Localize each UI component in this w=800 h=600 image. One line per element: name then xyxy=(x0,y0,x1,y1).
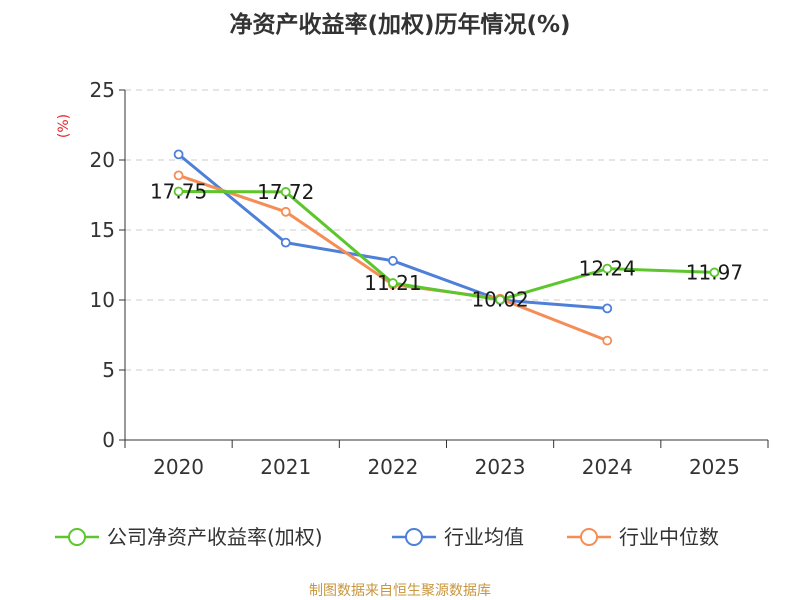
legend-marker-icon xyxy=(580,528,598,546)
data-point-0-5[interactable] xyxy=(709,267,720,278)
data-label: 17.75 xyxy=(150,180,207,204)
x-tick-label: 2020 xyxy=(153,455,204,479)
x-tick-label: 2024 xyxy=(582,455,633,479)
data-label: 17.72 xyxy=(257,180,314,204)
y-tick-label: 0 xyxy=(102,428,115,452)
data-point-1-0[interactable] xyxy=(173,149,184,160)
source-note: 制图数据来自恒生聚源数据库 xyxy=(309,583,491,599)
data-point-0-1[interactable] xyxy=(280,187,291,197)
legend[interactable]: 公司净资产收益率(加权) 行业均值 行业中位数 xyxy=(55,525,719,549)
legend-item-1[interactable]: 行业均值 xyxy=(392,525,524,549)
y-tick-label: 10 xyxy=(90,288,115,312)
legend-marker-icon xyxy=(405,528,423,546)
legend-item-2[interactable]: 行业中位数 xyxy=(567,525,719,549)
data-point-0-4[interactable] xyxy=(602,263,613,274)
x-tick-label: 2021 xyxy=(260,455,311,479)
data-point-2-0[interactable] xyxy=(173,170,184,181)
series xyxy=(173,149,720,346)
data-point-0-2[interactable] xyxy=(388,278,398,288)
data-label: 10.02 xyxy=(471,288,528,312)
data-point-0-0[interactable] xyxy=(173,186,184,197)
legend-label: 行业中位数 xyxy=(619,525,719,549)
y-tick-label: 15 xyxy=(90,218,115,242)
data-labels: 17.75 17.72 11.21 10.02 12.24 11.97 xyxy=(150,180,743,312)
series-line-0 xyxy=(178,190,715,302)
data-point-2-1[interactable] xyxy=(280,206,291,217)
data-label: 11.97 xyxy=(686,260,743,284)
y-tick-label: 25 xyxy=(90,78,115,102)
legend-marker-icon xyxy=(68,528,86,546)
legend-item-0[interactable]: 公司净资产收益率(加权) xyxy=(55,525,323,549)
legend-label: 行业均值 xyxy=(444,525,524,549)
y-tick-label: 20 xyxy=(90,148,115,172)
data-point-1-1[interactable] xyxy=(280,237,291,248)
legend-label: 公司净资产收益率(加权) xyxy=(107,525,323,549)
chart-title: 净资产收益率(加权)历年情况(%) xyxy=(229,11,570,38)
data-point-2-4[interactable] xyxy=(602,335,613,346)
data-point-1-2[interactable] xyxy=(388,255,398,266)
grid-lines xyxy=(125,89,768,371)
data-point-1-4[interactable] xyxy=(602,303,613,314)
x-tick-label: 2025 xyxy=(689,455,740,479)
data-point-0-3[interactable] xyxy=(495,294,505,305)
y-axis-unit: (%) xyxy=(56,114,72,138)
y-tick-label: 5 xyxy=(102,358,115,382)
data-label: 11.21 xyxy=(364,271,421,295)
x-tick-label: 2023 xyxy=(475,455,526,479)
x-tick-label: 2022 xyxy=(367,455,418,479)
data-label: 12.24 xyxy=(579,257,636,281)
